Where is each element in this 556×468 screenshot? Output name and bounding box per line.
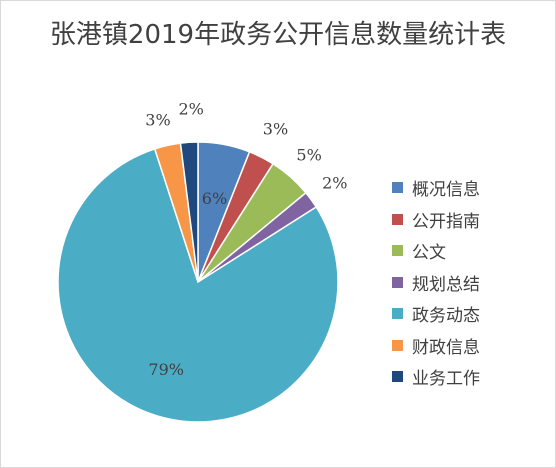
legend-label: 财政信息	[412, 337, 480, 358]
data-label-5: 79%	[148, 360, 184, 379]
legend-swatch	[392, 276, 403, 288]
data-label-6: 3%	[145, 110, 170, 129]
legend-label: 政务动态	[412, 306, 480, 327]
legend-swatch	[392, 339, 403, 351]
legend-item: 规划总结	[392, 267, 480, 299]
legend-label: 公文	[412, 243, 446, 264]
legend-item: 财政信息	[392, 330, 480, 362]
legend-item: 公开指南	[392, 204, 480, 236]
legend: 概况信息公开指南公文规划总结政务动态财政信息业务工作	[392, 172, 480, 393]
data-label-1: 6%	[202, 189, 227, 208]
legend-label: 概况信息	[412, 180, 480, 201]
chart-title: 张港镇2019年政务公开信息数量统计表	[49, 20, 507, 50]
legend-item: 公文	[392, 235, 480, 267]
legend-swatch	[392, 308, 403, 320]
legend-swatch	[392, 182, 403, 194]
legend-swatch	[392, 245, 403, 257]
legend-item: 业务工作	[392, 361, 480, 393]
legend-item: 政务动态	[392, 298, 480, 330]
legend-label: 公开指南	[412, 211, 480, 232]
legend-swatch	[392, 213, 403, 225]
legend-label: 业务工作	[412, 369, 480, 390]
data-label-2: 3%	[263, 119, 288, 138]
legend-swatch	[392, 371, 403, 383]
data-label-7: 2%	[179, 100, 204, 119]
pie-slice-5	[57, 147, 339, 423]
data-label-4: 2%	[322, 174, 347, 193]
data-label-3: 5%	[296, 146, 321, 165]
legend-label: 规划总结	[412, 274, 480, 295]
pie-slice-7	[179, 141, 199, 283]
legend-item: 概况信息	[392, 172, 480, 204]
